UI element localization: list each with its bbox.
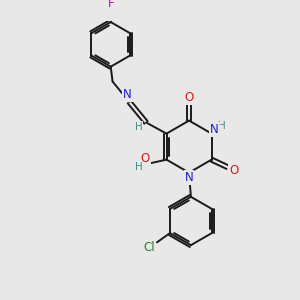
Text: O: O <box>140 152 150 165</box>
Text: O: O <box>229 164 239 177</box>
Text: O: O <box>184 91 194 104</box>
Text: Cl: Cl <box>144 242 155 254</box>
Text: H: H <box>218 121 226 131</box>
Text: H: H <box>135 162 142 172</box>
Text: H: H <box>135 122 142 132</box>
Text: N: N <box>123 88 132 101</box>
Text: N: N <box>185 171 194 184</box>
Text: N: N <box>210 123 219 136</box>
Text: F: F <box>107 0 114 10</box>
